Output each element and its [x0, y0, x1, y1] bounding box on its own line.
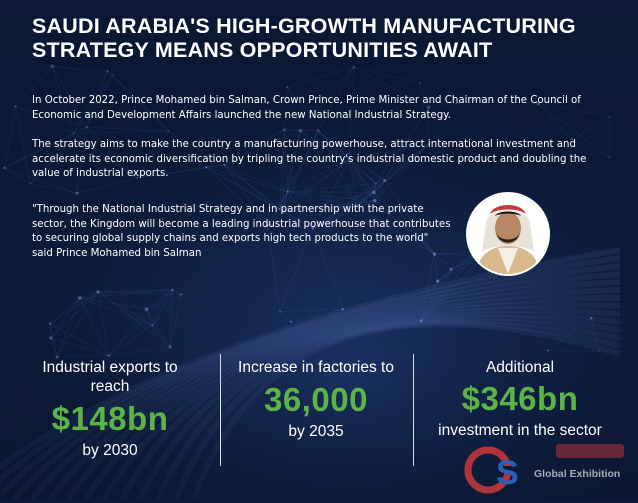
portrait-photo [468, 194, 548, 274]
stat-factories: Increase in factories to 36,000 by 2035 [236, 358, 396, 441]
stat-divider [413, 354, 414, 466]
stat-label: Additional [430, 358, 610, 377]
intro-paragraph: In October 2022, Prince Mohamed bin Salm… [32, 94, 602, 123]
watermark-logo: S Global Exhibition [462, 436, 638, 499]
stat-additional-investment: Additional $346bn investment in the sect… [430, 358, 610, 440]
page-title: SAUDI ARABIA'S HIGH-GROWTH MANUFACTURING… [32, 14, 612, 62]
quote-paragraph: "Through the National Industrial Strateg… [32, 203, 452, 261]
svg-text:S: S [496, 454, 519, 492]
stat-label: Industrial exports to reach [30, 358, 190, 396]
stat-value: $148bn [30, 397, 190, 441]
stat-footnote: by 2030 [30, 441, 190, 460]
strategy-aims-paragraph: The strategy aims to make the country a … [32, 138, 602, 182]
stat-divider [220, 354, 221, 466]
stat-industrial-exports: Industrial exports to reach $148bn by 20… [30, 358, 190, 460]
stat-label: Increase in factories to [236, 358, 396, 377]
stat-footnote: by 2035 [236, 422, 396, 441]
stat-value: 36,000 [236, 378, 396, 422]
watermark-brand: Global Exhibition [534, 468, 620, 480]
stat-value: $346bn [430, 377, 610, 421]
